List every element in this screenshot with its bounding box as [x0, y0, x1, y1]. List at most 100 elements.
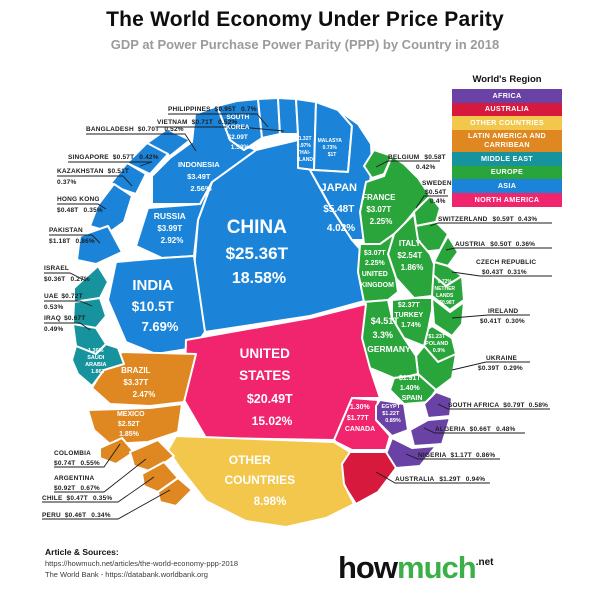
external-labels: PHILIPPINES $0.95T 0.7% VIETNAM $0.71T 0.52%… — [42, 106, 548, 519]
leader-vietnam — [157, 126, 285, 132]
label-egypt: EGYPT $1.22T 0.89% — [381, 395, 404, 424]
label-russia: RUSSIA $3.99T 2.92% — [154, 206, 191, 245]
label-china: CHINA $25.36T 18.58% — [226, 217, 293, 287]
leader-pakistan — [49, 234, 101, 244]
cell-ireland — [431, 297, 465, 337]
cell-pakistan — [76, 225, 123, 265]
label-japan: JAPAN $5.48T 4.02% — [321, 178, 362, 234]
label-southafrica: SOUTH AFRICA $0.79T 0.58% — [448, 402, 548, 409]
legend: World's Region AFRICA AUSTRALIA OTHER CO… — [452, 74, 562, 207]
label-kazakhstan: KAZAKHSTAN $0.51T 0.37% — [57, 168, 131, 186]
leader-argentina — [54, 458, 147, 493]
legend-item-europe: EUROPE — [452, 165, 562, 180]
cell-other — [167, 435, 355, 528]
label-mexico: MEXICO $2.52T 1.85% — [117, 403, 149, 438]
leader-uae — [44, 300, 93, 307]
leader-peru — [42, 489, 171, 520]
label-uae: UAE $0.72T 0.53% — [44, 293, 85, 311]
leader-kazakhstan — [57, 175, 133, 187]
label-peru: PERU $0.46T 0.34% — [42, 512, 111, 519]
label-france: FRANCE $3.07T 2.25% — [362, 187, 400, 226]
leader-austria — [445, 247, 552, 251]
legend-item-asia: ASIA — [452, 179, 562, 194]
label-bangladesh: BANGLADESH $0.70T 0.52% — [86, 126, 184, 133]
page-title: The World Economy Under Price Parity — [106, 8, 504, 31]
leader-hongkong — [57, 203, 107, 210]
label-thailand: $1.32T 0.97% THAI- LAND — [296, 127, 316, 163]
label-malaysia: MALASYA 0.73% $1T — [318, 129, 347, 158]
cell-algeria — [409, 417, 451, 447]
cell-labels: CHINA $25.36T 18.58% INDIA $10.5T 7.69% … — [85, 114, 459, 508]
label-poland: $1.23T POLAND 0.9% — [425, 325, 453, 354]
leader-bangladesh — [86, 133, 197, 152]
source-link-article[interactable]: https://howmuch.net/articles/the-world-e… — [45, 559, 239, 568]
leader-australia — [375, 471, 490, 484]
leader-chile — [42, 476, 155, 503]
label-saudiarabia: 1.36% SAUDI ARABIA 1.86T — [85, 339, 111, 375]
leader-belgium — [375, 160, 440, 168]
label-austria: AUSTRIA $0.50T 0.36% — [455, 241, 535, 248]
label-indonesia: INDONESIA $3.49T 2.56% — [178, 154, 224, 193]
label-pakistan: PAKISTAN $1.18T 0.86% — [49, 227, 95, 245]
source-link-worldbank[interactable]: The World Bank - https://databank.worldb… — [45, 570, 208, 579]
leader-switzerland — [429, 222, 552, 227]
legend-item-latin-america: LATIN AMERICA AND CARRIBEAN — [452, 129, 562, 153]
label-switzerland: SWITZERLAND $0.59T 0.43% — [438, 216, 537, 223]
leader-iraq — [44, 322, 91, 331]
label-belgium: BELGIUM $0.58T 0.42% — [388, 154, 448, 171]
legend-item-other-countries: OTHER COUNTRIES — [452, 116, 562, 130]
cells — [71, 97, 465, 528]
cell-israel — [73, 265, 109, 303]
label-turkey: $2.37T TURKEY 1.74% — [394, 294, 427, 329]
cell-uae — [72, 297, 107, 329]
label-nigeria: NIGERIA $1.17T 0.86% — [418, 452, 495, 459]
label-iraq: IRAQ $0.67T 0.49% — [44, 315, 88, 333]
leader-israel — [44, 272, 87, 282]
cell-uk — [357, 233, 399, 303]
label-germany: $4.51T 3.3% GERMANY — [367, 311, 411, 354]
label-australia: AUSTRALIA $1.29T 0.94% — [395, 476, 485, 483]
leader-singapore — [68, 161, 153, 167]
cell-colombia — [99, 437, 135, 465]
leader-czechrepublic — [451, 271, 552, 277]
legend-item-australia: AUSTRALIA — [452, 102, 562, 117]
label-algeria: ALGERIA $0.66T 0.48% — [435, 426, 516, 433]
label-sweden: SWEDEN $0.54T 0.4% — [422, 180, 454, 205]
cell-thailand — [295, 98, 317, 171]
cell-peru — [157, 477, 193, 507]
leader-ukraine — [451, 361, 530, 371]
page-subtitle: GDP at Power Purchase Power Parity (PPP)… — [110, 37, 500, 52]
label-vietnam: VIETNAM $0.71T 0.52% — [157, 119, 238, 126]
label-canada: 1.30% $1.77T CANADA — [345, 396, 375, 433]
label-netherlands: 0.72% NETHER LANDS $0.98T — [434, 270, 459, 306]
label-ireland: IRELAND $0.41T 0.30% — [480, 308, 525, 325]
cell-southafrica — [423, 391, 453, 419]
label-philippines: PHILIPPINES $0.95T 0.7% — [168, 106, 257, 113]
label-singapore: SINGAPORE $0.57T 0.42% — [68, 154, 159, 161]
label-india: INDIA $10.5T 7.69% — [132, 277, 179, 334]
label-other: OTHER COUNTRIES 8.98% — [224, 451, 299, 508]
leader-southafrica — [437, 403, 550, 410]
leader-nigeria — [405, 453, 500, 460]
label-usa: UNITED STATES $20.49T 15.02% — [239, 345, 297, 428]
label-uk: $3.07T 2.25% UNITED KINGDOM — [360, 242, 394, 289]
logo-how: how — [338, 550, 398, 585]
label-ukraine: UKRAINE $0.39T 0.29% — [478, 355, 523, 372]
label-hongkong: HONG KONG $0.48T 0.35% — [57, 196, 103, 214]
howmuch-logo: howmuch.net — [338, 550, 493, 586]
cell-mexico — [87, 403, 183, 445]
label-argentina: ARGENTINA $0.92T 0.67% — [54, 475, 100, 492]
logo-net: .net — [475, 557, 494, 568]
cell-singapore — [126, 142, 169, 175]
cell-usa — [183, 303, 381, 441]
cell-austria — [433, 235, 459, 267]
leader-algeria — [423, 427, 525, 434]
cell-saudiarabia — [71, 343, 125, 387]
leader-colombia — [54, 443, 121, 468]
label-czechrepublic: CZECH REPUBLIC $0.43T 0.31% — [476, 259, 538, 276]
leader-sweden — [415, 195, 448, 209]
label-israel: ISRAEL $0.36T 0.27% — [44, 265, 90, 283]
legend-item-north-america: NORTH AMERICA — [452, 193, 562, 207]
legend-item-middle-east: MIDDLE EAST — [452, 152, 562, 166]
